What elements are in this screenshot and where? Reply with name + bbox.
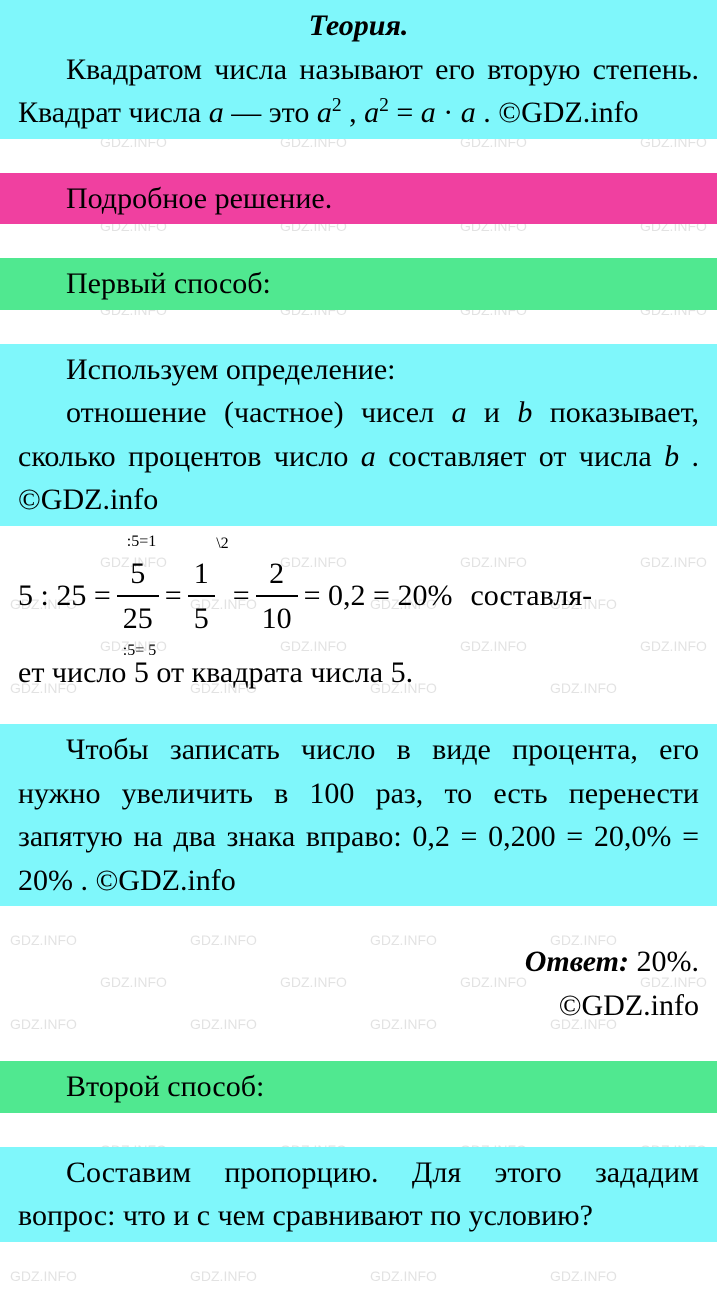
frac-1-5: \2 1 5 bbox=[188, 552, 215, 641]
definition-body: отношение (частное) чисел a и b по­казыв… bbox=[18, 391, 699, 522]
answer-value: 20%. bbox=[629, 945, 699, 978]
theory-comma: , bbox=[342, 96, 365, 129]
a2-base: a bbox=[317, 96, 332, 129]
calculation: 5 : 25 = :5=1 5 25 :5= 5 = \2 1 5 = 2 10… bbox=[0, 526, 717, 649]
theory-tail: . ©GDZ.info bbox=[476, 96, 639, 129]
def-b: b bbox=[517, 396, 532, 429]
calc-line2: ет число 5 от квадрата числа 5. bbox=[0, 649, 717, 707]
definition-line1: Используем определение: bbox=[18, 348, 699, 392]
frac3-num: 2 bbox=[256, 552, 298, 598]
frac1-top-note: :5=1 bbox=[127, 530, 156, 553]
method1-text: Первый способ: bbox=[66, 267, 271, 300]
def-pre: отношение (частное) чисел bbox=[66, 396, 451, 429]
calc-lhs: 5 : 25 = bbox=[18, 574, 111, 618]
gap bbox=[0, 706, 717, 724]
frac-2-10: 2 10 bbox=[256, 552, 298, 641]
eq-a-exp: 2 bbox=[379, 95, 389, 116]
theory-dash: — это bbox=[224, 96, 317, 129]
method2-text: Второй способ: bbox=[66, 1070, 264, 1103]
detailed-header: Подробное решение. bbox=[0, 173, 717, 225]
eq-a: a bbox=[364, 96, 379, 129]
gap bbox=[0, 310, 717, 344]
eq-mid: = bbox=[389, 96, 421, 129]
frac-5-25: :5=1 5 25 :5= 5 bbox=[117, 552, 159, 641]
eq-rhs-a2: a bbox=[461, 96, 476, 129]
frac2-top-note: \2 bbox=[216, 532, 228, 555]
frac2-den: 5 bbox=[188, 597, 215, 641]
eq3: = 0,2 = 20% bbox=[304, 574, 453, 618]
def-l3-pre: со­ставляет от числа bbox=[376, 440, 664, 473]
eq-dot: · bbox=[436, 96, 461, 129]
eq1: = bbox=[165, 574, 182, 618]
gap bbox=[0, 906, 717, 940]
theory-body: Квадратом числа называют его вто­рую сте… bbox=[18, 48, 699, 135]
def-b2: b bbox=[664, 440, 679, 473]
method2-header: Второй способ: bbox=[0, 1061, 717, 1113]
theory-block: Теория. Квадратом числа называют его вто… bbox=[0, 0, 717, 139]
eq2: = bbox=[233, 574, 250, 618]
frac2-num: 1 bbox=[188, 552, 215, 598]
theory-title: Теория. bbox=[18, 4, 699, 48]
gap bbox=[0, 224, 717, 258]
proportion-block: Составим пропорцию. Для этого за­дадим в… bbox=[0, 1147, 717, 1242]
eq-rhs-a1: a bbox=[421, 96, 436, 129]
frac1-num: 5 bbox=[117, 552, 159, 598]
percent-note-block: Чтобы записать число в виде процен­та, е… bbox=[0, 724, 717, 906]
answer-label: Ответ: bbox=[525, 945, 629, 978]
def-a2: a bbox=[361, 440, 376, 473]
definition-block: Используем определение: отношение (частн… bbox=[0, 344, 717, 526]
method1-header: Первый способ: bbox=[0, 258, 717, 310]
gap bbox=[0, 1113, 717, 1147]
gap bbox=[0, 139, 717, 173]
var-a: a bbox=[209, 96, 224, 129]
frac3-den: 10 bbox=[256, 597, 298, 641]
math-equation: 5 : 25 = :5=1 5 25 :5= 5 = \2 1 5 = 2 10… bbox=[18, 552, 699, 641]
def-a: a bbox=[451, 396, 466, 429]
calc-tail: составля- bbox=[470, 574, 592, 618]
percent-note: Чтобы записать число в виде процен­та, е… bbox=[18, 733, 699, 897]
gap bbox=[0, 1027, 717, 1061]
a2-exp: 2 bbox=[332, 95, 342, 116]
frac1-den: 25 bbox=[117, 597, 159, 641]
proportion-text: Составим пропорцию. Для этого за­дадим в… bbox=[18, 1156, 699, 1233]
detailed-text: Подробное решение. bbox=[66, 182, 332, 215]
answer-block: Ответ: 20%. bbox=[0, 940, 717, 984]
answer-copyright: ©GDZ.info bbox=[0, 984, 717, 1028]
def-and: и bbox=[466, 396, 517, 429]
